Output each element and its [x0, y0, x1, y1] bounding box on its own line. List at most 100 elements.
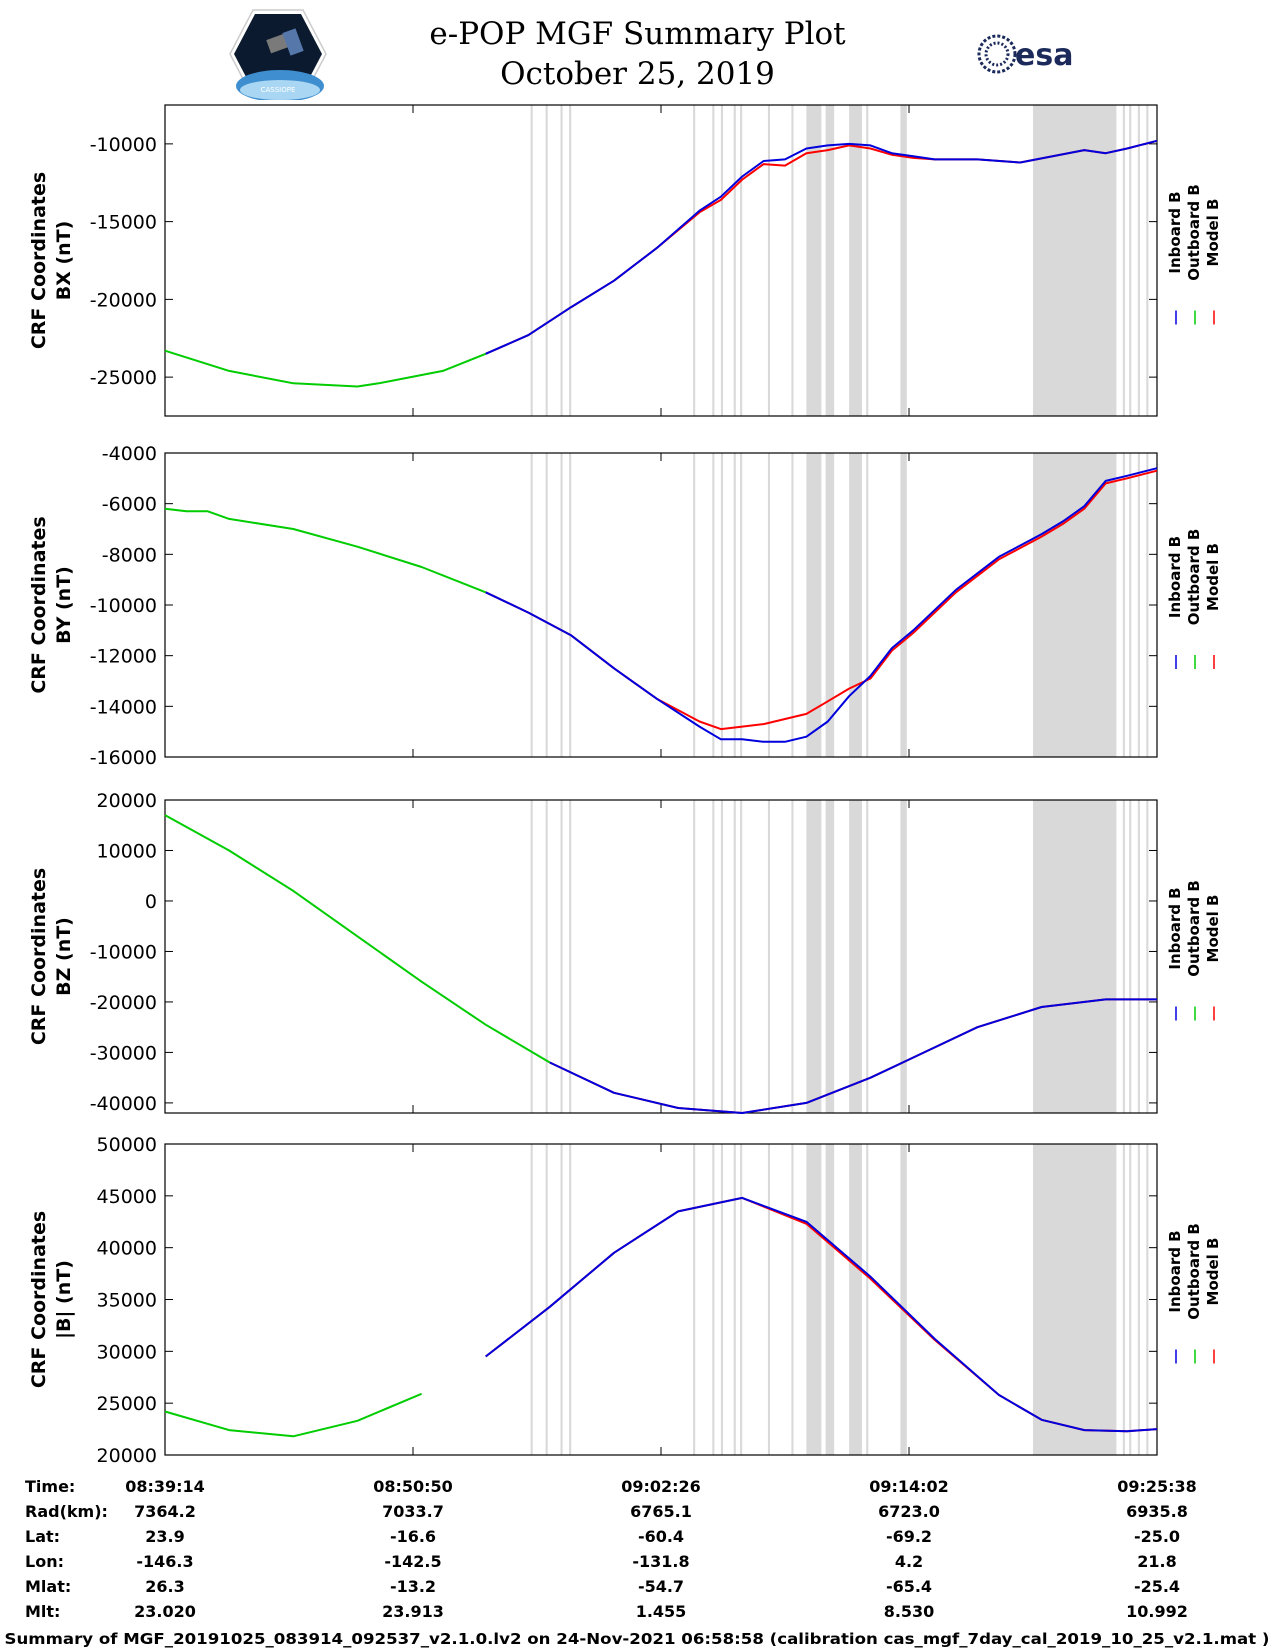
table-cell: 09:02:26 — [621, 1477, 701, 1496]
y-axis-label-line2: BY (nT) — [53, 566, 75, 644]
table-cell: -65.4 — [886, 1577, 932, 1596]
data-gap-band — [530, 453, 533, 757]
data-gap-band — [866, 453, 869, 757]
series-line-inboard-b — [549, 998, 1157, 1114]
data-gap-band — [693, 800, 696, 1113]
legend-label: Outboard B — [1185, 1223, 1203, 1320]
data-gap-band — [767, 453, 770, 757]
table-cell: 1.455 — [636, 1602, 687, 1621]
data-gap-band — [1033, 800, 1117, 1113]
data-gap-band — [1146, 800, 1149, 1113]
y-tick-label: 30000 — [97, 1341, 157, 1363]
logo-left-text: CASSIOPE — [261, 86, 296, 94]
table-cell: 23.9 — [145, 1527, 184, 1546]
data-gap-band — [712, 453, 715, 757]
data-gap-band — [720, 105, 723, 416]
data-gap-band — [569, 453, 572, 757]
series-line-outboard-b — [164, 349, 487, 388]
series-line-inboard-b — [485, 1196, 1158, 1433]
data-gap-band — [1033, 453, 1117, 757]
data-gap-band — [569, 800, 572, 1113]
data-gap-band — [1137, 453, 1140, 757]
data-gap-band — [1122, 800, 1125, 1113]
data-gap-band — [1129, 453, 1132, 757]
y-tick-label: -30000 — [90, 1042, 157, 1064]
data-gap-band — [560, 453, 563, 757]
table-row-label: Mlt: — [25, 1602, 60, 1621]
title-line-2: October 25, 2019 — [500, 56, 775, 92]
y-axis-label-line2: BZ (nT) — [53, 917, 75, 996]
legend-label: Outboard B — [1185, 184, 1203, 281]
data-gap-band — [1137, 800, 1140, 1113]
series-line-outboard-b — [164, 1392, 422, 1438]
data-gap-band — [1129, 800, 1132, 1113]
data-gap-band — [530, 1144, 533, 1455]
table-cell: -25.0 — [1134, 1527, 1180, 1546]
data-gap-band — [791, 1144, 794, 1455]
y-tick-label: -15000 — [90, 212, 157, 234]
table-cell: 10.992 — [1126, 1602, 1188, 1621]
orbit-info-table: Time: Rad(km): Lat: Lon: Mlat: Mlt: 08:39:14 73… — [25, 1477, 1197, 1621]
y-tick-label: -10000 — [90, 941, 157, 963]
table-cell: 23.020 — [134, 1602, 196, 1621]
panel-4: 50000 45000 40000 35000 30000 25000 20000 CRF C… — [28, 1134, 1222, 1467]
table-cell: 6935.8 — [1126, 1502, 1188, 1521]
data-gap-band — [1033, 1144, 1117, 1455]
y-axis-label-line1: CRF Coordinates — [28, 516, 50, 693]
data-gap-band — [1122, 1144, 1125, 1455]
y-tick-label: -25000 — [90, 367, 157, 389]
data-gap-band — [866, 1144, 869, 1455]
table-cell: -131.8 — [632, 1552, 689, 1571]
series-line-inboard-b — [485, 467, 1158, 743]
y-tick-label: -40000 — [90, 1093, 157, 1115]
data-gap-band — [866, 105, 869, 416]
legend-label: Inboard B — [1166, 1230, 1184, 1312]
data-gap-band — [767, 800, 770, 1113]
y-tick-label: 40000 — [97, 1238, 157, 1260]
data-gap-band — [806, 453, 822, 757]
table-cell: -69.2 — [886, 1527, 932, 1546]
data-gap-band — [900, 453, 907, 757]
table-cell: -142.5 — [384, 1552, 441, 1571]
data-gap-band — [1129, 1144, 1132, 1455]
data-gap-band — [825, 453, 835, 757]
data-gap-band — [712, 105, 715, 416]
y-axis-label-line2: BX (nT) — [53, 221, 75, 301]
data-gap-band — [693, 453, 696, 757]
data-gap-band — [791, 453, 794, 757]
axes-frame — [164, 104, 1158, 417]
y-tick-label: -10000 — [90, 134, 157, 156]
table-cell: -54.7 — [638, 1577, 684, 1596]
data-gap-band — [1129, 105, 1132, 416]
y-tick-label: 45000 — [97, 1186, 157, 1208]
data-gap-band — [693, 105, 696, 416]
data-gap-band — [849, 453, 862, 757]
data-gap-band — [1137, 1144, 1140, 1455]
table-cell: 6765.1 — [630, 1502, 692, 1521]
series-line-outboard-b — [164, 507, 487, 594]
table-cell: 7364.2 — [134, 1502, 196, 1521]
table-cell: 4.2 — [895, 1552, 923, 1571]
y-tick-label: -20000 — [90, 289, 157, 311]
esa-logo: esa — [977, 34, 1073, 74]
panel-2: -4000 -6000 -8000 -10000 -12000 -14000 -16000 C… — [28, 443, 1222, 769]
data-gap-band — [740, 453, 743, 757]
y-tick-label: 10000 — [97, 840, 157, 862]
table-cell: -16.6 — [390, 1527, 436, 1546]
table-cell: -146.3 — [136, 1552, 193, 1571]
y-tick-label: -20000 — [90, 992, 157, 1014]
data-gap-band — [900, 105, 907, 416]
legend-label: Inboard B — [1166, 191, 1184, 273]
data-gap-band — [825, 105, 835, 416]
legend-label: Outboard B — [1185, 529, 1203, 626]
data-gap-band — [720, 800, 723, 1113]
table-row-label: Time: — [25, 1477, 75, 1496]
data-gap-band — [545, 105, 548, 416]
table-cell: 09:14:02 — [869, 1477, 949, 1496]
legend-label: Outboard B — [1185, 880, 1203, 977]
legend-label: Model B — [1204, 543, 1222, 611]
data-gap-band — [806, 1144, 822, 1455]
y-tick-label: 50000 — [97, 1134, 157, 1156]
